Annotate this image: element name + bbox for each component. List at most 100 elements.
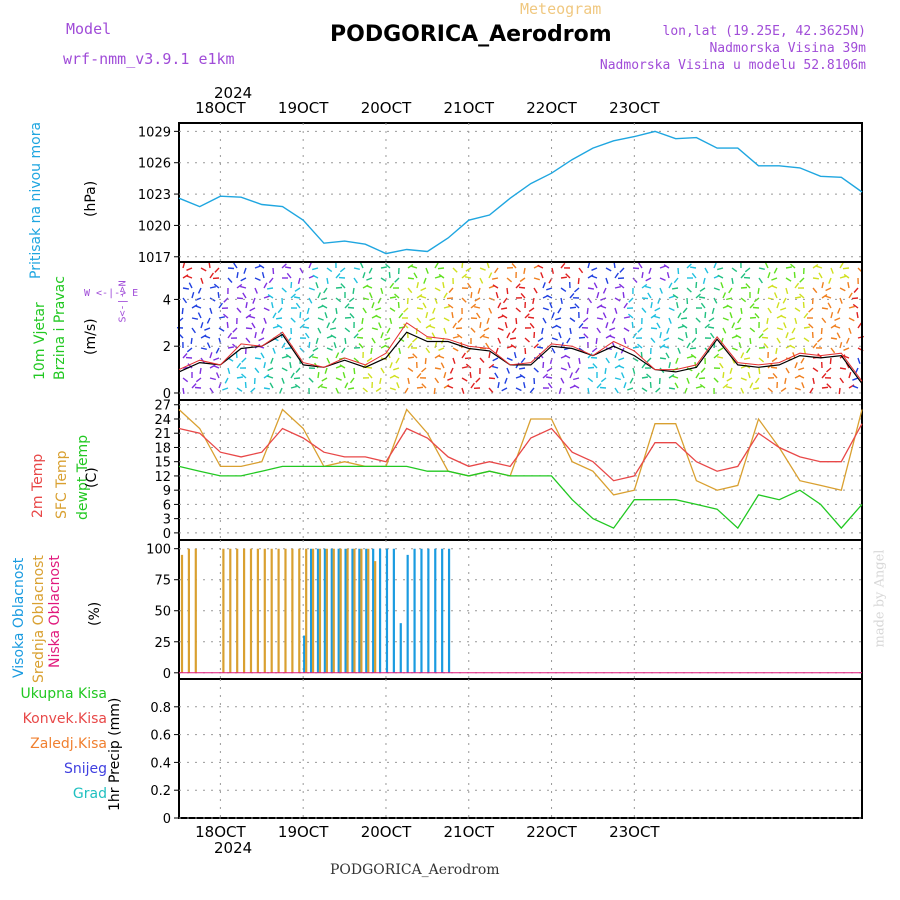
wind-arrow — [839, 287, 846, 292]
wind-arrow — [605, 277, 609, 284]
wind-arrow — [719, 362, 724, 369]
wind-arrow — [467, 282, 472, 289]
wind-arrow — [416, 317, 422, 324]
wind-arrow — [326, 322, 331, 329]
wind-arrow — [816, 265, 823, 269]
wind-arrow — [668, 374, 675, 379]
wind-arrow — [335, 273, 341, 279]
wind-arrow — [222, 313, 229, 319]
wind-arrow — [479, 357, 485, 363]
wind-arrow — [245, 327, 253, 330]
wind-arrow — [848, 372, 852, 379]
wind-arrow — [672, 294, 679, 299]
wind-arrow — [365, 366, 373, 369]
wind-arrow — [422, 302, 427, 309]
wind-arrow — [698, 296, 706, 299]
wind-arrow — [423, 277, 427, 284]
panel-frame — [178, 678, 863, 819]
wind-arrow — [333, 342, 337, 349]
wind-arrow — [722, 292, 727, 299]
wind-arrow — [362, 387, 368, 393]
wind-arrow — [294, 383, 301, 389]
pressure-unit: (hPa) — [83, 180, 99, 217]
wind-arrow — [560, 262, 566, 269]
time-label-bottom: 22OCT — [526, 823, 577, 841]
y-tick-label: 0 — [163, 387, 171, 402]
wind-arrow — [204, 335, 211, 339]
credit: made by Angel — [872, 549, 888, 648]
wind-arrow — [766, 317, 769, 325]
wind-arrow — [593, 282, 598, 289]
wind-arrow — [677, 347, 681, 354]
wind-arrow — [506, 277, 513, 283]
wind-arrow — [447, 377, 454, 381]
wind-arrow — [754, 313, 760, 319]
wind-arrow — [254, 331, 257, 339]
wind-arrow — [434, 377, 440, 384]
wind-arrow — [515, 307, 521, 313]
wind-arrow — [407, 287, 413, 294]
wind-arrow — [461, 387, 465, 394]
wind-arrow — [241, 357, 247, 363]
wind-arrow — [794, 296, 802, 299]
wind-arrow — [317, 372, 320, 379]
wind-arrow — [523, 382, 526, 389]
wind-arrow — [235, 351, 238, 359]
wind-arrow — [224, 377, 229, 384]
wind-arrow — [808, 323, 814, 329]
wind-arrow — [506, 287, 509, 295]
wind-arrow — [578, 267, 584, 274]
wind-arrow — [671, 287, 679, 290]
wind-arrow — [317, 327, 322, 334]
wind-arrow — [371, 337, 376, 344]
wind-arrow — [829, 357, 832, 365]
wind-arrow — [213, 357, 220, 361]
wind-arrow — [270, 357, 274, 364]
wind-arrow — [752, 387, 760, 390]
wind-arrow — [749, 303, 755, 309]
wind-arrow — [476, 312, 481, 319]
wind-arrow — [595, 337, 598, 344]
wind-arrow — [254, 277, 261, 282]
wind-arrow — [380, 287, 384, 294]
wind-arrow — [791, 327, 796, 334]
wind-arrow — [565, 273, 571, 279]
wind-arrow — [218, 302, 223, 309]
wind-arrow — [326, 277, 329, 285]
wind-arrow — [434, 367, 442, 370]
wind-arrow — [780, 307, 787, 311]
wind-arrow — [618, 365, 625, 369]
wind-arrow — [518, 367, 526, 370]
wind-arrow — [326, 267, 333, 273]
model-name: wrf-nmm_v3.9.1 e1km — [63, 50, 235, 68]
wind-arrow — [848, 327, 852, 334]
product-title: Meteogram — [520, 0, 602, 18]
wind-arrow — [359, 262, 364, 269]
wind-arrow — [647, 292, 652, 299]
wind-arrow — [442, 281, 445, 289]
wind-arrow — [731, 322, 736, 329]
wind-arrow — [771, 285, 778, 289]
wind-arrow — [808, 307, 814, 313]
wind-arrow — [506, 357, 513, 362]
wind-arrow — [686, 342, 691, 349]
wind-arrow — [524, 337, 530, 343]
wind-arrow — [289, 361, 292, 369]
wind-arrow — [385, 263, 391, 269]
y-tick-label: 0.4 — [150, 756, 171, 771]
wind-arrow — [370, 347, 373, 355]
wind-arrow — [461, 352, 466, 359]
wind-arrow — [675, 357, 679, 364]
wind-arrow — [780, 314, 787, 319]
wind-arrow — [251, 322, 256, 329]
wind-arrow — [717, 267, 724, 271]
wind-arrow — [641, 387, 648, 392]
wind-arrow — [648, 267, 652, 274]
wind-arrow — [731, 347, 738, 351]
wind-arrow — [754, 377, 760, 384]
wind-arrow — [236, 362, 242, 369]
time-label-bottom: 19OCT — [278, 823, 329, 841]
wind-arrow — [767, 272, 771, 279]
wind-arrow — [640, 351, 643, 359]
wind-arrow — [236, 271, 239, 279]
